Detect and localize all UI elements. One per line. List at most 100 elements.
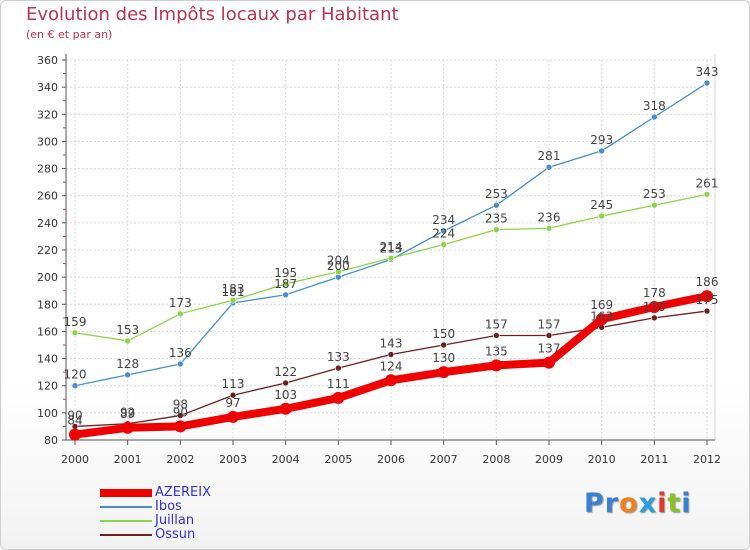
data-label-azereix: 90: [173, 405, 188, 419]
data-point-ibos: [335, 273, 342, 281]
data-label-ibos: 253: [485, 187, 508, 201]
data-label-azereix: 84: [67, 414, 82, 428]
y-tick-label: 300: [37, 135, 58, 148]
data-label-ossun: 143: [380, 337, 403, 351]
x-tick-label: 2001: [114, 453, 142, 466]
x-tick-label: 2003: [219, 453, 247, 466]
y-tick-label: 200: [37, 271, 58, 284]
y-tick-label: 280: [37, 163, 58, 176]
data-point-azereix: [701, 290, 713, 303]
data-point-juillan: [387, 254, 395, 262]
legend-swatch: [100, 489, 152, 497]
data-label-ibos: 200: [327, 259, 350, 273]
y-tick-label: 360: [37, 54, 58, 67]
data-label-azereix: 103: [274, 388, 297, 402]
x-tick-label: 2012: [693, 453, 721, 466]
data-point-juillan: [545, 224, 553, 232]
logo-letter: i: [657, 488, 668, 519]
data-label-azereix: 124: [380, 359, 403, 373]
data-label-azereix: 169: [590, 298, 613, 312]
data-point-azereix: [332, 391, 345, 404]
y-tick-label: 340: [37, 81, 58, 94]
data-point-ibos: [545, 163, 553, 171]
data-label-azereix: 89: [120, 407, 135, 421]
data-point-ossun: [545, 332, 553, 339]
y-tick-label: 140: [37, 353, 58, 366]
data-label-ossun: 175: [696, 293, 719, 307]
data-point-azereix: [648, 301, 661, 313]
data-point-ibos: [71, 382, 79, 390]
data-point-ibos: [493, 201, 500, 209]
data-point-azereix: [69, 428, 81, 441]
data-point-azereix: [490, 359, 503, 372]
data-label-juillan: 224: [432, 227, 455, 241]
data-point-azereix: [121, 421, 134, 434]
y-tick-label: 100: [37, 407, 58, 420]
logo-letter: t: [667, 488, 682, 519]
data-label-ibos: 293: [590, 133, 613, 147]
data-label-juillan: 236: [538, 210, 561, 224]
legend-label: AZEREIX: [155, 485, 211, 500]
data-point-ibos: [177, 360, 184, 368]
data-point-ossun: [282, 379, 289, 387]
axes: 80 100 120 140 160 180 200 220 240 260 280 300 320 34…: [37, 54, 721, 466]
series-lines: [69, 79, 713, 441]
x-tick-label: 2006: [377, 453, 405, 466]
legend-label: Juillan: [155, 513, 195, 528]
data-label-ossun: 92: [120, 406, 135, 420]
data-label-azereix: 178: [643, 286, 666, 300]
data-label-ossun: 150: [432, 327, 455, 341]
data-label-ossun: 113: [222, 377, 245, 391]
data-point-ossun: [335, 364, 342, 372]
data-label-ibos: 213: [380, 242, 403, 256]
logo-letter: P: [584, 488, 605, 519]
data-label-ossun: 98: [173, 398, 188, 412]
data-point-juillan: [124, 337, 131, 345]
legend-label: Ossun: [155, 527, 196, 542]
data-label-azereix: 130: [432, 351, 455, 365]
data-label-ossun: 163: [590, 309, 613, 323]
data-label-ossun: 133: [327, 350, 350, 364]
chart-subtitle: (en € et par an): [26, 28, 113, 41]
x-tick-label: 2005: [324, 453, 352, 466]
proxiti-logo: Proxiti: [584, 488, 692, 519]
data-label-juillan: 245: [590, 198, 613, 212]
data-point-ossun: [651, 314, 658, 322]
data-point-juillan: [177, 310, 184, 318]
data-label-azereix: 137: [538, 342, 561, 356]
x-tick-label: 2004: [272, 453, 300, 466]
data-point-juillan: [282, 280, 289, 288]
data-point-ossun: [493, 332, 500, 339]
grid: [66, 54, 716, 441]
data-point-ibos: [282, 291, 289, 299]
data-label-ibos: 181: [222, 285, 245, 299]
y-tick-label: 320: [37, 108, 58, 121]
data-point-juillan: [440, 241, 447, 248]
data-point-ibos: [124, 371, 131, 379]
data-label-azereix: 97: [225, 396, 240, 410]
data-point-juillan: [71, 329, 79, 337]
data-point-azereix: [174, 420, 187, 433]
data-label-ibos: 318: [643, 99, 666, 113]
data-label-juillan: 261: [696, 176, 719, 190]
data-point-azereix: [595, 313, 608, 326]
data-label-ibos: 128: [116, 357, 139, 371]
data-labels: 120 128 136 181 187 200 213 234 253 281 293 318 343 1…: [64, 65, 719, 428]
data-label-juillan: 183: [222, 282, 245, 296]
data-label-ossun: 90: [67, 408, 82, 422]
data-point-azereix: [279, 402, 292, 415]
data-label-juillan: 204: [327, 254, 350, 268]
x-tick-label: 2007: [430, 453, 458, 466]
data-label-juillan: 253: [643, 187, 666, 201]
y-tick-label: 180: [37, 298, 58, 311]
data-point-ibos: [440, 227, 447, 235]
x-tick-label: 2002: [166, 453, 194, 466]
data-point-juillan: [598, 212, 605, 220]
data-point-ossun: [703, 307, 711, 315]
data-point-azereix: [437, 366, 450, 379]
y-tick-label: 220: [37, 244, 58, 257]
logo-letter: o: [619, 488, 639, 519]
logo-letter: r: [604, 488, 620, 519]
data-point-ibos: [703, 79, 711, 87]
